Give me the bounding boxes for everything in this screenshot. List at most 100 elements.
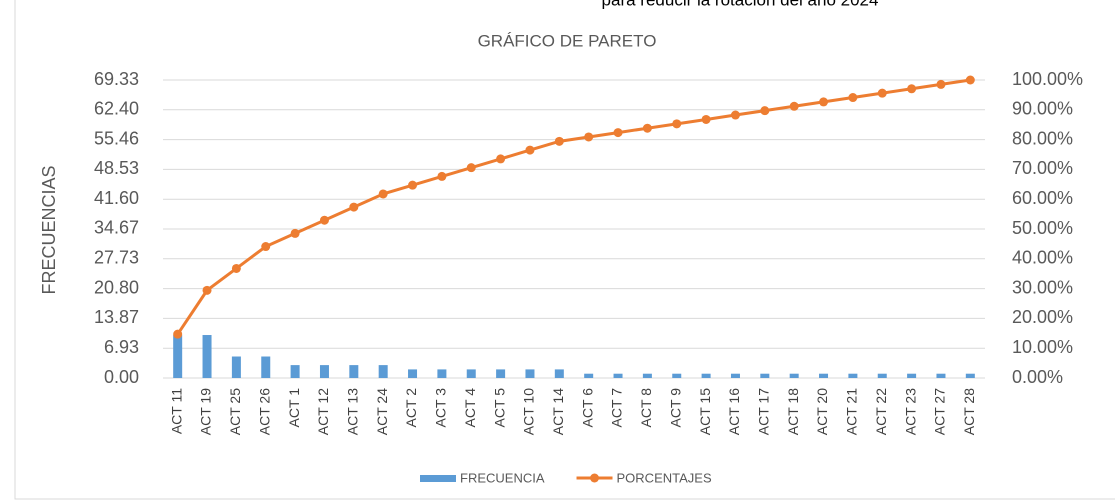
x-tick-label: ACT 15 bbox=[697, 388, 713, 435]
point bbox=[378, 189, 388, 199]
x-tick-label: ACT 24 bbox=[374, 388, 390, 435]
bar bbox=[819, 373, 829, 378]
bar bbox=[642, 373, 652, 378]
bar bbox=[408, 369, 418, 378]
y-tick-label: 48.53 bbox=[94, 158, 139, 178]
bar bbox=[261, 356, 271, 378]
legend-swatch bbox=[420, 475, 456, 482]
x-tick-label: ACT 28 bbox=[961, 388, 977, 435]
legend-label: PORCENTAJES bbox=[617, 470, 712, 485]
x-tick-label: ACT 27 bbox=[932, 388, 948, 435]
x-tick-label: ACT 26 bbox=[256, 388, 272, 435]
x-tick-label: ACT 3 bbox=[433, 388, 449, 428]
y-tick-label: 20.80 bbox=[94, 277, 139, 297]
y2-tick-label: 100.00% bbox=[1012, 69, 1083, 89]
y-tick-label: 55.46 bbox=[94, 128, 139, 148]
y-tick-label: 13.87 bbox=[94, 307, 139, 327]
point bbox=[173, 329, 183, 339]
bar bbox=[231, 356, 241, 378]
bar bbox=[378, 365, 388, 378]
bar bbox=[760, 373, 770, 378]
point bbox=[730, 110, 740, 120]
point bbox=[936, 79, 946, 89]
x-tick-label: ACT 5 bbox=[491, 388, 507, 428]
x-tick-label: ACT 20 bbox=[814, 388, 830, 435]
y2-tick-label: 80.00% bbox=[1012, 128, 1073, 148]
point bbox=[525, 145, 535, 155]
x-tick-label: ACT 6 bbox=[579, 388, 595, 428]
bar bbox=[877, 373, 887, 378]
bar bbox=[349, 365, 359, 378]
bar bbox=[554, 369, 564, 378]
point bbox=[290, 228, 300, 238]
x-tick-label: ACT 16 bbox=[726, 388, 742, 435]
point bbox=[965, 75, 975, 85]
x-tick-label: ACT 12 bbox=[315, 388, 331, 435]
x-tick-label: ACT 2 bbox=[403, 388, 419, 428]
legend-swatch bbox=[590, 473, 600, 483]
bar bbox=[525, 369, 535, 378]
y-tick-label: 69.33 bbox=[94, 69, 139, 89]
bar bbox=[907, 373, 917, 378]
bar bbox=[701, 373, 711, 378]
bar bbox=[848, 373, 858, 378]
point bbox=[231, 263, 241, 273]
y-tick-label: 34.67 bbox=[94, 218, 139, 238]
bar bbox=[672, 373, 682, 378]
point bbox=[613, 128, 623, 138]
point bbox=[202, 285, 212, 295]
legend-label: FRECUENCIA bbox=[460, 470, 545, 485]
x-tick-label: ACT 8 bbox=[638, 388, 654, 428]
y2-tick-label: 60.00% bbox=[1012, 188, 1073, 208]
x-tick-label: ACT 25 bbox=[227, 388, 243, 435]
y2-tick-label: 10.00% bbox=[1012, 337, 1073, 357]
point bbox=[408, 180, 418, 190]
bar bbox=[290, 365, 300, 378]
bar bbox=[730, 373, 740, 378]
point bbox=[496, 154, 506, 164]
x-tick-label: ACT 1 bbox=[286, 388, 302, 428]
bar bbox=[173, 335, 183, 378]
x-tick-label: ACT 10 bbox=[521, 388, 537, 435]
point bbox=[349, 202, 359, 212]
point bbox=[760, 106, 770, 116]
point bbox=[848, 93, 858, 103]
bar bbox=[936, 373, 946, 378]
point bbox=[554, 136, 564, 146]
bar bbox=[965, 373, 975, 378]
bar bbox=[584, 373, 594, 378]
bar bbox=[319, 365, 329, 378]
x-tick-label: ACT 18 bbox=[785, 388, 801, 435]
chart-border bbox=[14, 0, 1115, 500]
x-tick-label: ACT 11 bbox=[168, 388, 184, 434]
point bbox=[261, 242, 271, 252]
bar bbox=[496, 369, 506, 378]
y2-tick-label: 20.00% bbox=[1012, 307, 1073, 327]
x-tick-label: ACT 23 bbox=[902, 388, 918, 435]
x-tick-label: ACT 17 bbox=[756, 388, 772, 435]
point bbox=[466, 163, 476, 173]
y2-tick-label: 40.00% bbox=[1012, 248, 1073, 268]
bar bbox=[613, 373, 623, 378]
point bbox=[907, 84, 917, 94]
chart-title: GRÁFICO DE PARETO bbox=[478, 31, 657, 50]
x-tick-label: ACT 4 bbox=[462, 388, 478, 428]
point bbox=[701, 114, 711, 124]
point bbox=[319, 215, 329, 225]
bar bbox=[437, 369, 447, 378]
y2-tick-label: 90.00% bbox=[1012, 99, 1073, 119]
point bbox=[877, 88, 887, 98]
y-tick-label: 6.93 bbox=[104, 337, 139, 357]
y2-tick-label: 0.00% bbox=[1012, 367, 1063, 387]
point bbox=[789, 101, 799, 111]
point bbox=[642, 123, 652, 133]
y-tick-label: 41.60 bbox=[94, 188, 139, 208]
x-tick-label: ACT 7 bbox=[609, 388, 625, 428]
x-tick-label: ACT 13 bbox=[345, 388, 361, 435]
x-tick-label: ACT 22 bbox=[873, 388, 889, 435]
y2-tick-label: 70.00% bbox=[1012, 158, 1073, 178]
y2-tick-label: 30.00% bbox=[1012, 277, 1073, 297]
bar bbox=[202, 335, 212, 378]
x-tick-label: ACT 9 bbox=[667, 388, 683, 428]
